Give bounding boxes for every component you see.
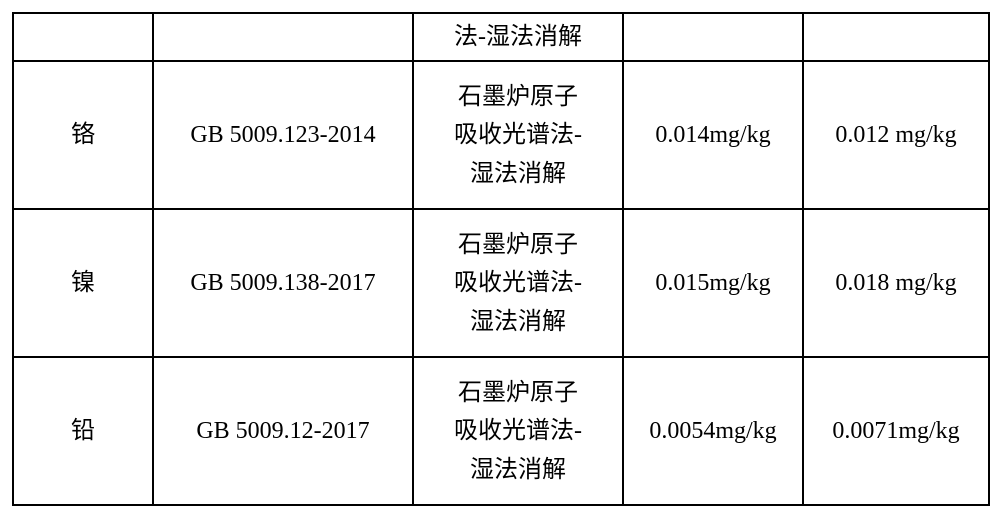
cell-result1: 0.015mg/kg <box>623 209 803 357</box>
cell-result1 <box>623 13 803 61</box>
cell-result2 <box>803 13 989 61</box>
cell-method: 石墨炉原子吸收光谱法-湿法消解 <box>413 209 623 357</box>
cell-element: 铬 <box>13 61 153 209</box>
cell-method: 石墨炉原子吸收光谱法-湿法消解 <box>413 357 623 505</box>
cell-result1: 0.0054mg/kg <box>623 357 803 505</box>
table-row: 铅 GB 5009.12-2017 石墨炉原子吸收光谱法-湿法消解 0.0054… <box>13 357 989 505</box>
cell-method: 石墨炉原子吸收光谱法-湿法消解 <box>413 61 623 209</box>
cell-element: 镍 <box>13 209 153 357</box>
table-row: 法-湿法消解 <box>13 13 989 61</box>
cell-result1: 0.014mg/kg <box>623 61 803 209</box>
cell-element <box>13 13 153 61</box>
cell-standard <box>153 13 413 61</box>
cell-standard: GB 5009.123-2014 <box>153 61 413 209</box>
table-row: 铬 GB 5009.123-2014 石墨炉原子吸收光谱法-湿法消解 0.014… <box>13 61 989 209</box>
cell-result2: 0.018 mg/kg <box>803 209 989 357</box>
cell-element: 铅 <box>13 357 153 505</box>
cell-result2: 0.012 mg/kg <box>803 61 989 209</box>
cell-standard: GB 5009.12-2017 <box>153 357 413 505</box>
cell-result2: 0.0071mg/kg <box>803 357 989 505</box>
table-row: 镍 GB 5009.138-2017 石墨炉原子吸收光谱法-湿法消解 0.015… <box>13 209 989 357</box>
cell-standard: GB 5009.138-2017 <box>153 209 413 357</box>
cell-method: 法-湿法消解 <box>413 13 623 61</box>
data-table: 法-湿法消解 铬 GB 5009.123-2014 石墨炉原子吸收光谱法-湿法消… <box>12 12 990 506</box>
